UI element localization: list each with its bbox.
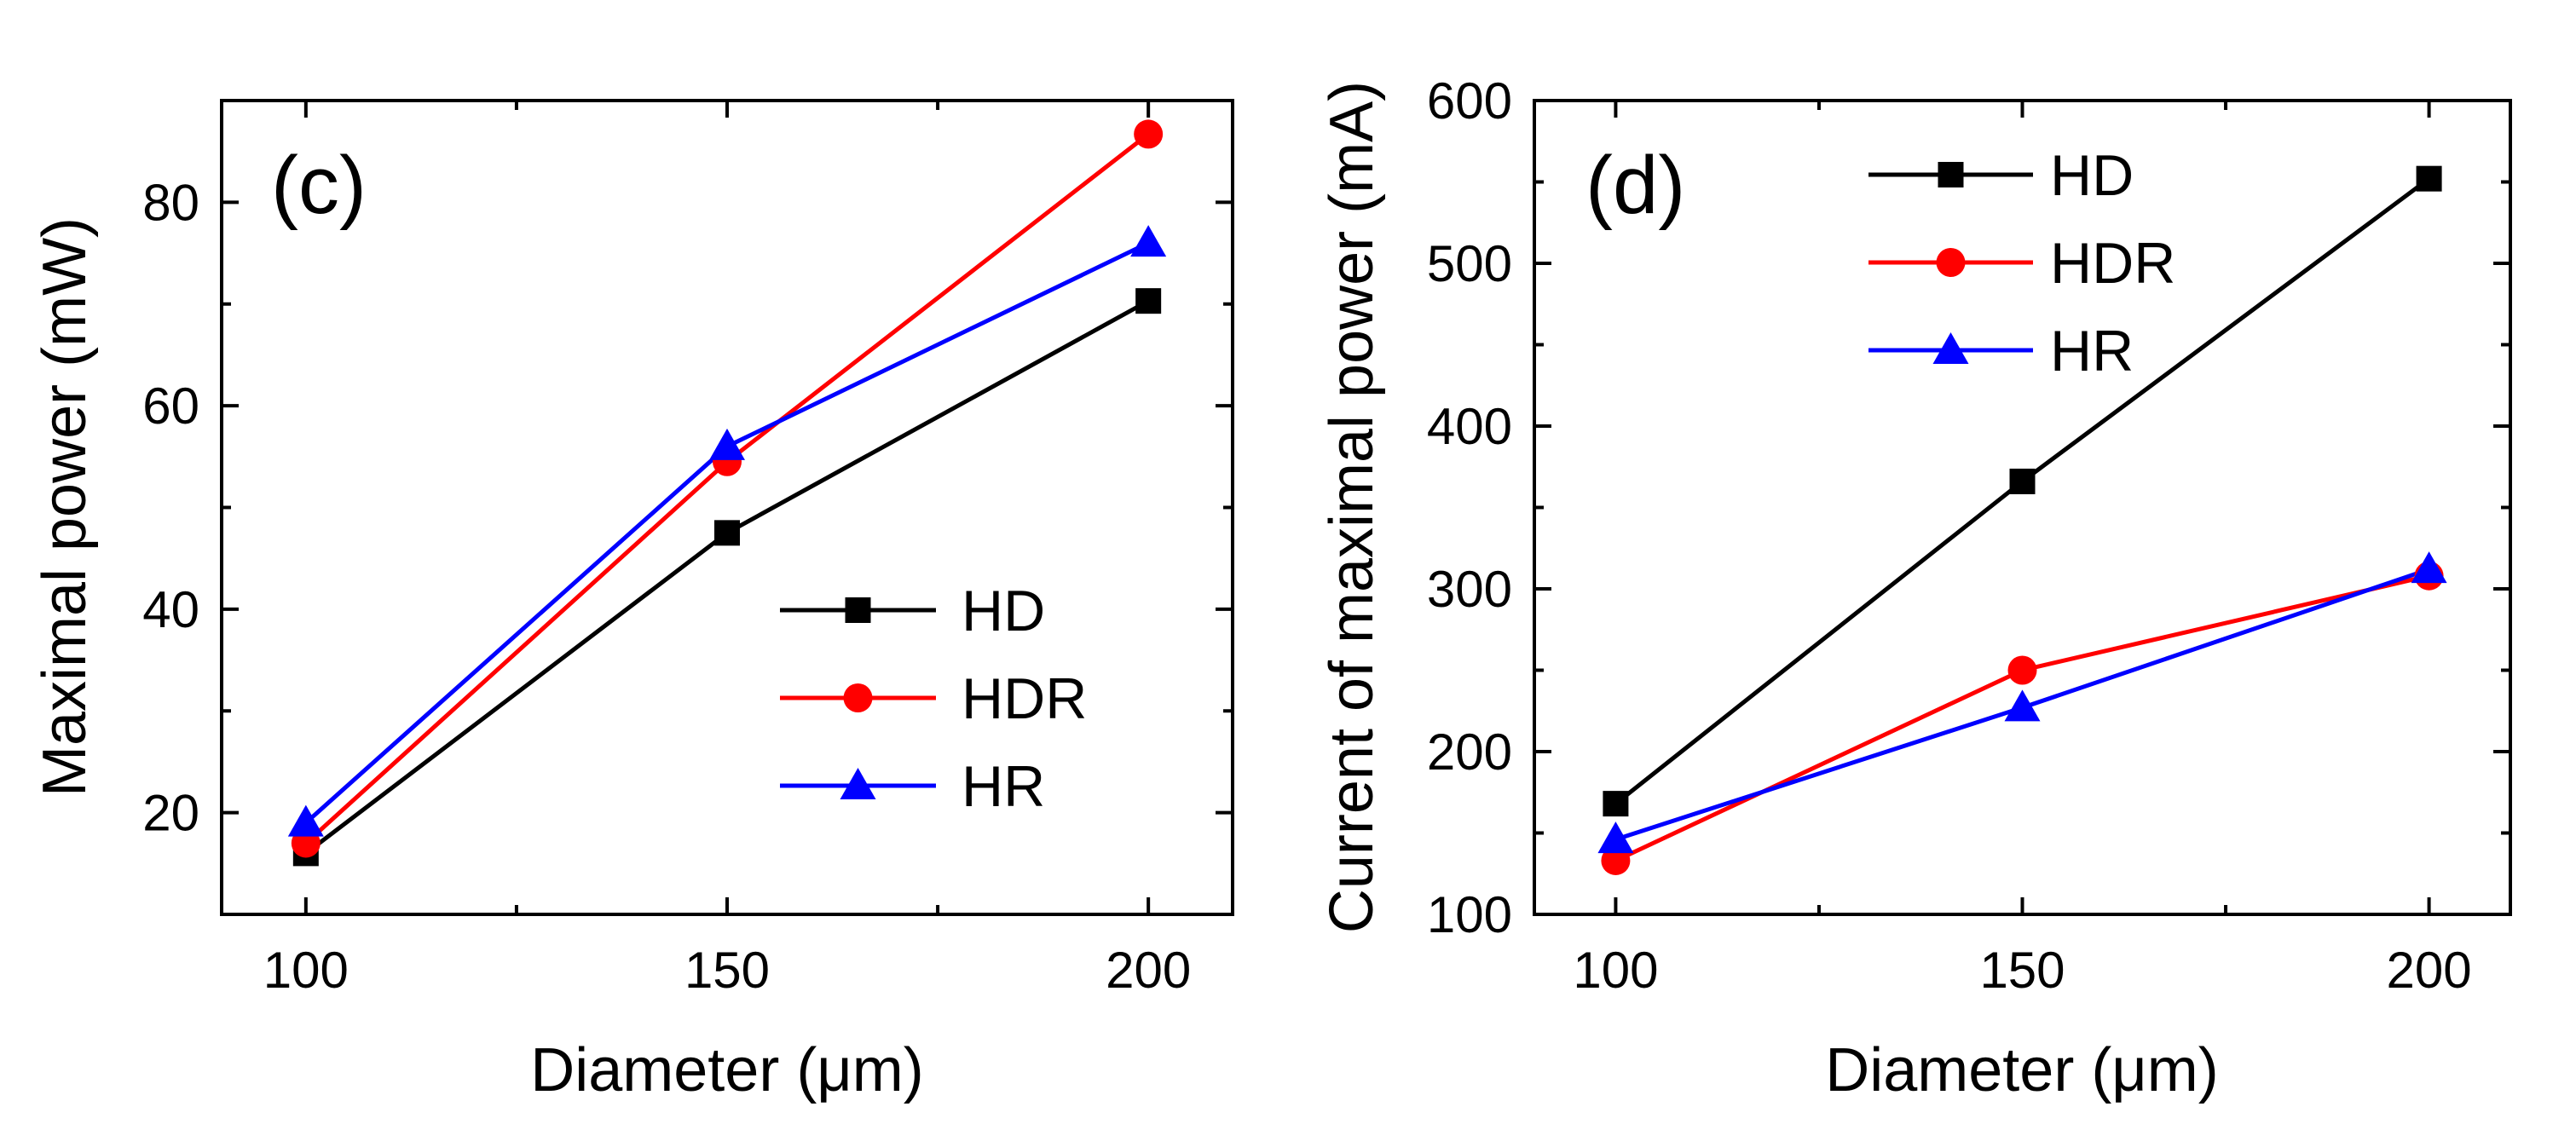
y-tick-label: 100 bbox=[1427, 886, 1512, 943]
plot-frame bbox=[220, 99, 1234, 916]
legend-label-hdr: HDR bbox=[2050, 231, 2175, 296]
panel-d: 100 150 200 100 200 300 400 500 600 (d) Diameter… bbox=[1318, 72, 2512, 1104]
data-point-hr bbox=[1597, 821, 1634, 854]
legend-marker-hd bbox=[845, 597, 871, 623]
x-axis-title: Diameter (μm) bbox=[530, 1036, 924, 1104]
legend-marker-hd bbox=[1938, 162, 1964, 187]
data-point-hr bbox=[287, 804, 324, 837]
y-tick-label: 20 bbox=[142, 785, 199, 842]
data-point-hdr bbox=[1601, 845, 1631, 875]
axis-ticks bbox=[1534, 99, 2510, 916]
data-point-hdr bbox=[1134, 119, 1164, 149]
tick-labels: 100 150 200 100 200 300 400 500 600 bbox=[1427, 72, 2472, 999]
legend: HD HDR HR bbox=[1868, 143, 2175, 383]
legend-label-hr: HR bbox=[2050, 319, 2134, 383]
legend-label-hd: HD bbox=[2050, 143, 2134, 208]
series-group bbox=[1597, 165, 2447, 875]
legend-label-hr: HR bbox=[962, 754, 1045, 819]
tick-labels: 100 150 200 20 40 60 80 bbox=[142, 174, 1191, 999]
data-point-hd bbox=[1603, 791, 1629, 817]
x-tick-label: 200 bbox=[2387, 942, 2472, 999]
data-point-hd bbox=[2416, 165, 2442, 192]
y-axis-title: Current of maximal power (mA) bbox=[1318, 81, 1386, 933]
y-tick-label: 80 bbox=[142, 174, 199, 231]
data-point-hr bbox=[2411, 551, 2447, 584]
data-point-hd bbox=[2009, 468, 2036, 494]
y-tick-label: 400 bbox=[1427, 398, 1512, 455]
legend-marker-hdr bbox=[843, 683, 873, 712]
legend-label-hd: HD bbox=[962, 579, 1045, 643]
series-line-hdr bbox=[304, 132, 1150, 845]
x-tick-label: 150 bbox=[684, 942, 770, 999]
series-group bbox=[287, 119, 1167, 867]
data-point-hd bbox=[714, 520, 740, 546]
legend-marker-hdr bbox=[1936, 248, 1966, 277]
axis-ticks bbox=[222, 99, 1233, 916]
legend: HD HDR HR bbox=[780, 579, 1087, 819]
legend-marker-hr bbox=[840, 768, 876, 799]
data-point-hr bbox=[709, 428, 745, 460]
panel-label: (c) bbox=[271, 140, 367, 231]
data-point-hr bbox=[1130, 225, 1167, 257]
data-point-hdr bbox=[2007, 655, 2037, 685]
y-tick-label: 600 bbox=[1427, 72, 1512, 130]
legend-label-hdr: HDR bbox=[962, 666, 1087, 731]
data-point-hd bbox=[1135, 288, 1162, 314]
y-tick-label: 40 bbox=[142, 581, 199, 638]
y-tick-label: 60 bbox=[142, 378, 199, 435]
x-axis-title: Diameter (μm) bbox=[1825, 1036, 2219, 1104]
panel-c: 100 150 200 20 40 60 80 (c) Diameter (μm) Maxi… bbox=[31, 99, 1234, 1104]
y-tick-label: 200 bbox=[1427, 723, 1512, 781]
panel-label: (d) bbox=[1585, 140, 1685, 231]
x-tick-label: 100 bbox=[1573, 942, 1658, 999]
y-tick-label: 300 bbox=[1427, 561, 1512, 618]
x-tick-label: 100 bbox=[263, 942, 349, 999]
y-tick-label: 500 bbox=[1427, 235, 1512, 292]
x-tick-label: 150 bbox=[1979, 942, 2065, 999]
y-axis-title: Maximal power (mW) bbox=[31, 217, 99, 797]
x-tick-label: 200 bbox=[1106, 942, 1191, 999]
data-point-hr bbox=[2004, 689, 2041, 722]
legend-marker-hr bbox=[1932, 332, 1969, 364]
